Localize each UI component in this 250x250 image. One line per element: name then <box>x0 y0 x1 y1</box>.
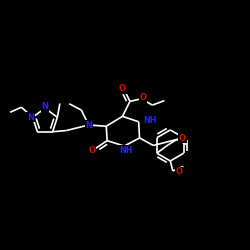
Text: O: O <box>88 146 96 155</box>
Text: O: O <box>176 167 183 176</box>
Text: N: N <box>42 102 48 112</box>
Text: NH: NH <box>119 146 132 155</box>
Text: O: O <box>119 84 126 93</box>
Text: O: O <box>140 93 147 102</box>
Text: N: N <box>27 113 34 122</box>
Text: O: O <box>179 134 186 143</box>
Text: N: N <box>85 120 92 130</box>
Text: NH: NH <box>143 116 157 125</box>
